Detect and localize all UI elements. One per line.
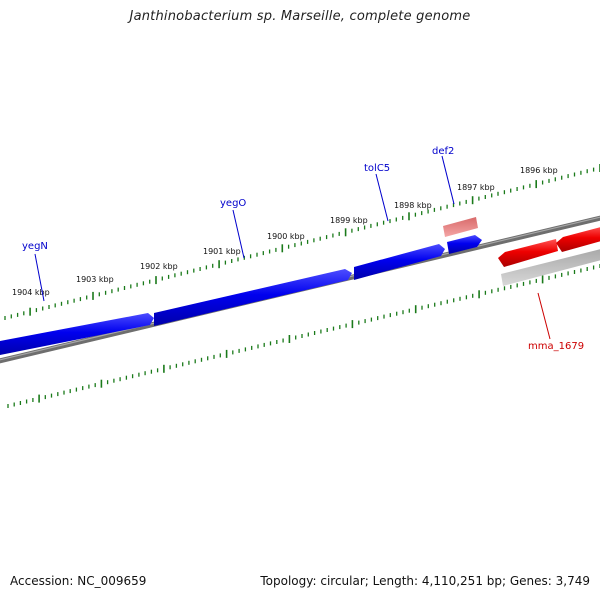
- ruler-label-1903: 1903 kbp: [76, 275, 114, 284]
- gene-arrow-reverse-right[interactable]: [556, 226, 600, 252]
- ruler-label-1904: 1904 kbp: [12, 288, 50, 297]
- ruler-label-1902: 1902 kbp: [140, 262, 178, 271]
- map-title: Janthinobacterium sp. Marseille, complet…: [129, 9, 471, 24]
- accession-text: Accession: NC_009659: [10, 574, 147, 588]
- ruler-label-1897: 1897 kbp: [457, 183, 495, 192]
- gene-label-mma-1679[interactable]: mma_1679: [528, 341, 584, 352]
- gene-arrow-yegO[interactable]: [154, 269, 352, 326]
- gene-arrow-mma-1679[interactable]: [498, 239, 558, 267]
- gene-label-tolC5[interactable]: tolC5: [364, 163, 390, 174]
- gene-label-yegO[interactable]: yegO: [220, 198, 246, 209]
- reverse-strand-genes: [498, 226, 600, 267]
- ruler-labels: 1896 kbp 1897 kbp 1898 kbp 1899 kbp 1900…: [12, 166, 558, 297]
- genome-summary-text: Topology: circular; Length: 4,110,251 bp…: [260, 574, 590, 588]
- feature-pink-def2[interactable]: [443, 217, 478, 237]
- gene-label-yegN[interactable]: yegN: [22, 241, 48, 252]
- gene-label-def2[interactable]: def2: [432, 146, 454, 157]
- ruler-label-1899: 1899 kbp: [330, 216, 368, 225]
- inner-tick-ruler: [7, 264, 600, 408]
- ruler-label-1896: 1896 kbp: [520, 166, 558, 175]
- ruler-label-1901: 1901 kbp: [203, 247, 241, 256]
- gene-arrow-yegN[interactable]: [0, 313, 154, 356]
- gene-arrow-tolC5[interactable]: [354, 244, 445, 280]
- feature-grey-mma-1679[interactable]: [501, 248, 600, 286]
- gene-labels: yegN yegO tolC5 def2 mma_1679: [22, 146, 584, 352]
- forward-strand-genes: [0, 235, 482, 356]
- label-leaders: [34, 155, 551, 340]
- ruler-label-1900: 1900 kbp: [267, 232, 305, 241]
- outer-tick-ruler: [4, 164, 600, 320]
- gene-arrow-def2[interactable]: [447, 235, 482, 254]
- ruler-label-1898: 1898 kbp: [394, 201, 432, 210]
